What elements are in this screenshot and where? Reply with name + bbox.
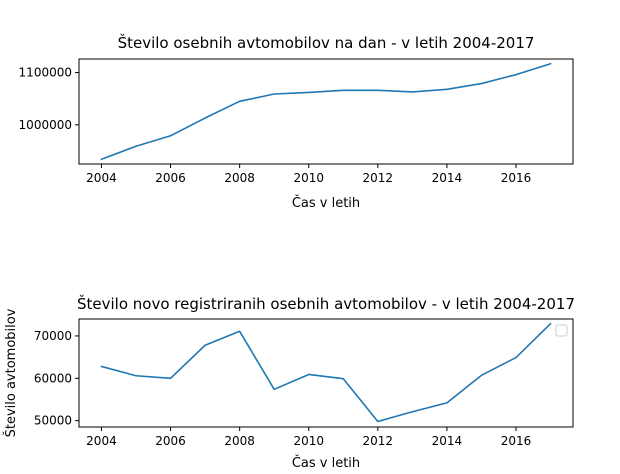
x-tick-label: 2010: [293, 434, 324, 448]
chart-new-registrations: Število novo registriranih osebnih avtom…: [3, 294, 575, 471]
y-tick-label: 60000: [34, 371, 72, 385]
x-axis-label: Čas v letih: [292, 455, 360, 471]
y-tick-label: 1100000: [19, 66, 72, 80]
chart-title: Število osebnih avtomobilov na dan - v l…: [118, 33, 535, 52]
y-tick-label: 50000: [34, 414, 72, 428]
y-tick-label: 70000: [34, 329, 72, 343]
x-tick-label: 2016: [501, 171, 532, 185]
x-tick-label: 2014: [432, 434, 463, 448]
x-tick-label: 2016: [501, 434, 532, 448]
plot-frame: [78, 58, 574, 165]
x-axis-label: Čas v letih: [292, 195, 360, 211]
series-line: [100, 62, 552, 161]
x-tick-label: 2008: [224, 171, 255, 185]
x-ticks: 2004 2006 2008 2010 2012 2014 2016: [86, 164, 531, 185]
series-line: [100, 322, 552, 423]
y-ticks: 50000 60000 70000: [34, 329, 79, 428]
x-tick-label: 2008: [224, 434, 255, 448]
chart-title: Število novo registriranih osebnih avtom…: [77, 294, 575, 313]
x-tick-label: 2012: [363, 434, 394, 448]
series-layer: [100, 322, 552, 423]
x-tick-label: 2012: [363, 171, 394, 185]
x-tick-label: 2014: [432, 171, 463, 185]
plot-frame: [78, 318, 574, 428]
y-tick-label: 1000000: [19, 118, 72, 132]
x-tick-label: 2010: [293, 171, 324, 185]
x-tick-label: 2004: [86, 171, 117, 185]
y-ticks: 1000000 1100000: [19, 66, 79, 132]
y-axis-label: Število avtomobilov: [3, 308, 19, 437]
x-ticks: 2004 2006 2008 2010 2012 2014 2016: [86, 427, 531, 448]
legend-box: [555, 324, 568, 337]
x-tick-label: 2006: [155, 171, 186, 185]
x-tick-label: 2006: [155, 434, 186, 448]
series-layer: [100, 62, 552, 161]
chart-cars-per-day: Število osebnih avtomobilov na dan - v l…: [19, 33, 574, 211]
x-tick-label: 2004: [86, 434, 117, 448]
